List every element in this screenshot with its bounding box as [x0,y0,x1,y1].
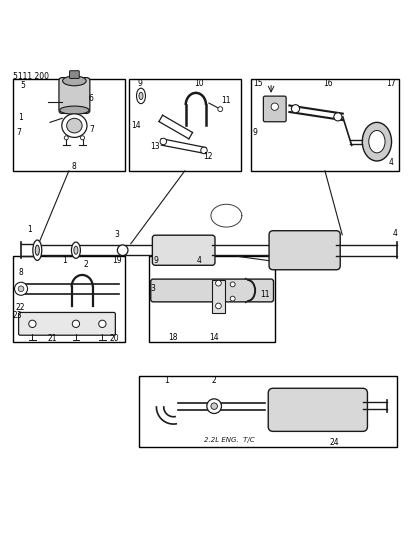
Ellipse shape [35,245,39,255]
FancyBboxPatch shape [268,388,368,431]
Text: 17: 17 [386,79,396,88]
Text: 20: 20 [110,334,120,343]
Ellipse shape [62,114,87,138]
Ellipse shape [137,88,145,103]
Text: 10: 10 [194,79,204,88]
Text: 24: 24 [329,438,339,447]
Bar [129,79,241,171]
Circle shape [80,136,84,140]
Circle shape [271,103,278,110]
Circle shape [64,136,68,140]
Bar [149,256,275,342]
Circle shape [334,113,342,121]
Text: 15: 15 [253,79,263,88]
Circle shape [211,403,217,409]
Circle shape [18,286,24,292]
Ellipse shape [60,106,89,114]
FancyBboxPatch shape [151,279,273,302]
Text: 4: 4 [388,158,393,167]
Text: 4: 4 [197,256,202,265]
Ellipse shape [62,76,86,86]
Text: 8: 8 [19,268,23,277]
Circle shape [72,320,80,327]
Text: 3: 3 [114,230,119,239]
Text: 22: 22 [16,303,25,312]
Ellipse shape [362,123,392,161]
Text: 14: 14 [131,120,141,130]
Circle shape [99,320,106,327]
Text: 14: 14 [210,333,219,342]
Text: 18: 18 [168,333,177,342]
Ellipse shape [74,246,78,254]
Text: 19: 19 [113,256,122,265]
Ellipse shape [33,240,42,261]
Text: 23: 23 [13,311,22,320]
Text: 5: 5 [21,81,25,90]
Text: 9: 9 [253,128,257,137]
Circle shape [201,147,207,154]
Circle shape [15,282,27,295]
Ellipse shape [369,131,385,153]
Text: 13: 13 [151,142,160,151]
Text: 16: 16 [323,79,333,88]
FancyBboxPatch shape [152,235,215,265]
Text: 2.2L ENG.  T/C: 2.2L ENG. T/C [204,437,255,442]
Text: 3: 3 [151,284,155,293]
Text: 11: 11 [222,96,231,104]
Text: 9: 9 [154,256,159,265]
Text: 7: 7 [89,125,94,134]
Circle shape [118,245,128,255]
Text: 6: 6 [88,94,93,103]
Text: 1: 1 [27,225,31,235]
Circle shape [215,303,221,309]
Circle shape [215,280,221,286]
FancyBboxPatch shape [59,78,90,114]
Text: 1: 1 [19,113,23,122]
Circle shape [218,107,223,111]
Text: 21: 21 [48,334,58,343]
FancyBboxPatch shape [19,312,115,335]
Circle shape [207,399,222,414]
Text: 1: 1 [62,256,67,265]
FancyBboxPatch shape [69,71,79,78]
Text: 8: 8 [71,161,76,171]
FancyBboxPatch shape [264,96,286,122]
Circle shape [230,296,235,301]
Bar [139,376,397,447]
Circle shape [29,320,36,327]
Text: 5111 200: 5111 200 [13,72,49,81]
Bar [13,79,125,171]
Text: 9: 9 [138,79,143,88]
Text: 7: 7 [17,128,22,137]
Ellipse shape [71,242,80,259]
Ellipse shape [139,92,143,100]
Text: 11: 11 [260,290,270,299]
Bar [251,79,399,171]
FancyBboxPatch shape [269,231,340,270]
Circle shape [230,282,235,287]
Text: 2: 2 [84,260,89,269]
Circle shape [291,104,299,113]
Circle shape [160,138,166,145]
Text: 1: 1 [164,376,169,385]
Ellipse shape [67,118,82,133]
Text: 12: 12 [203,152,213,161]
Text: 2: 2 [212,376,217,385]
Bar [212,279,224,313]
Text: 4: 4 [392,229,397,238]
Bar [13,256,125,342]
